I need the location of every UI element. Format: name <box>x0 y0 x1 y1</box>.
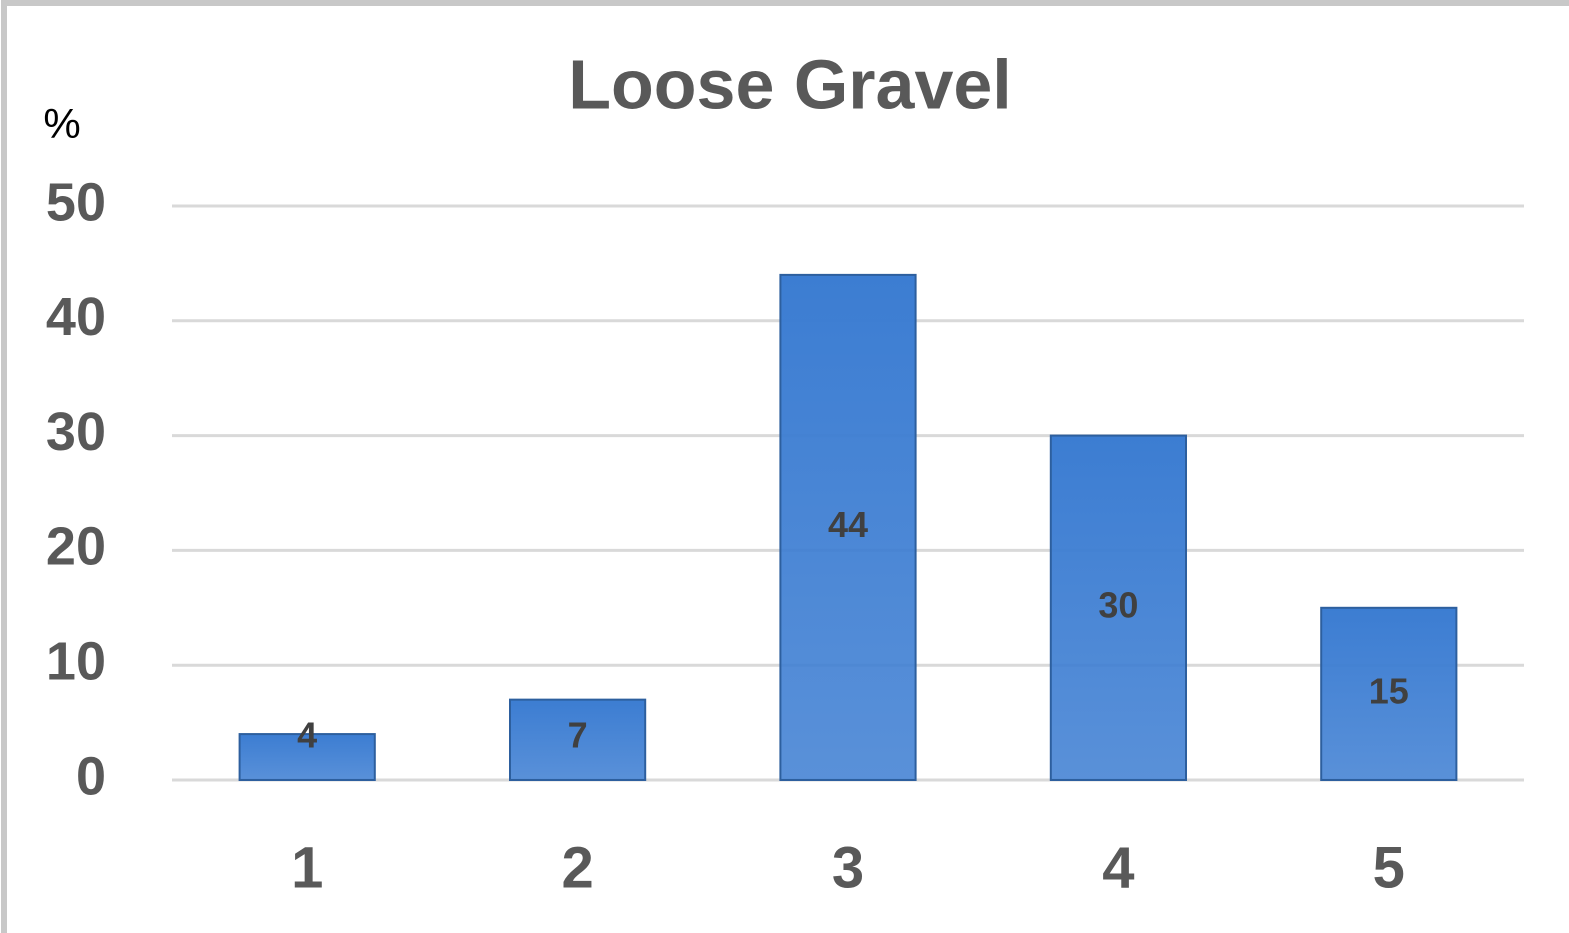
data-label: 4 <box>297 715 317 756</box>
chart-title: Loose Gravel <box>568 45 1012 123</box>
y-tick-label: 50 <box>46 172 106 232</box>
x-tick-label: 2 <box>561 835 593 900</box>
y-tick-label: 30 <box>46 402 106 462</box>
x-tick-label: 1 <box>291 835 323 900</box>
y-tick-label: 0 <box>76 746 106 806</box>
x-tick-label: 4 <box>1102 835 1134 900</box>
x-tick-label: 5 <box>1373 835 1405 900</box>
data-label: 30 <box>1098 584 1138 625</box>
bar <box>1320 606 1458 781</box>
data-label: 15 <box>1369 670 1409 711</box>
y-tick-label: 20 <box>46 517 106 577</box>
data-label: 44 <box>828 504 868 545</box>
y-axis-label: % <box>43 100 80 147</box>
x-tick-label: 3 <box>832 835 864 900</box>
bar <box>1049 434 1188 781</box>
bar <box>779 273 917 781</box>
data-label: 7 <box>568 715 588 756</box>
y-tick-label: 40 <box>46 287 106 347</box>
bar <box>509 698 647 782</box>
bar <box>238 733 376 782</box>
y-tick-label: 10 <box>46 631 106 691</box>
